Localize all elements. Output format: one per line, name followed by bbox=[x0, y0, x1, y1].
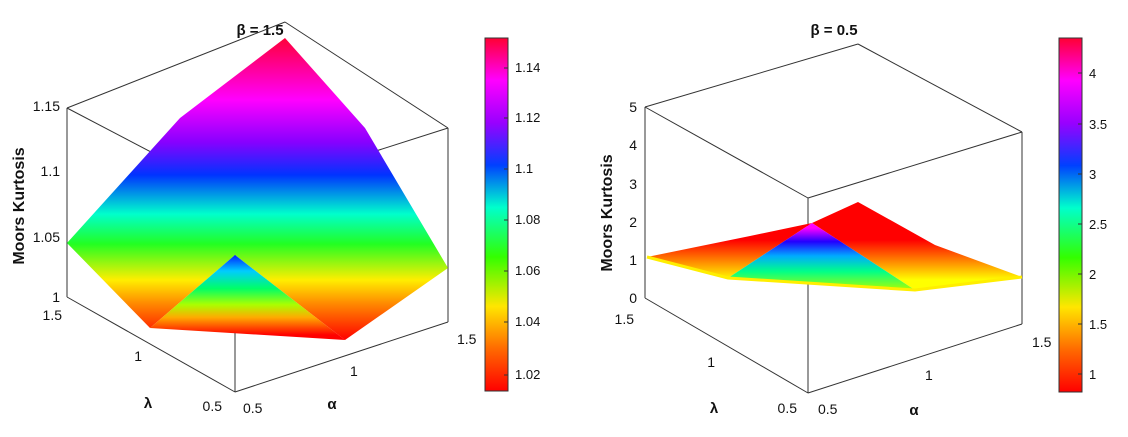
left-plot: β = 1.5 1 1.05 1.1 1.15 Moors Kurtosis bbox=[11, 21, 540, 416]
left-lambda-label: λ bbox=[144, 395, 153, 412]
right-cb-tick-3: 3 bbox=[1089, 167, 1096, 182]
right-zlabel: Moors Kurtosis bbox=[599, 154, 616, 271]
left-z-tick-4: 1.15 bbox=[33, 98, 60, 114]
left-alpha-ticks: 0.5 1 1.5 bbox=[243, 331, 477, 416]
right-z-tick-3: 3 bbox=[629, 176, 637, 192]
right-plot: β = 0.5 0 1 2 3 4 5 M bbox=[599, 22, 1107, 419]
left-cb-tick-1: 1.14 bbox=[515, 60, 540, 75]
left-surface-back bbox=[67, 38, 448, 340]
right-alpha-tick-1: 0.5 bbox=[818, 401, 838, 417]
right-z-tick-5: 5 bbox=[629, 99, 637, 115]
right-z-tick-4: 4 bbox=[629, 137, 637, 153]
right-title: β = 0.5 bbox=[810, 22, 857, 39]
right-lambda-ticks: 1.5 1 0.5 bbox=[615, 311, 798, 416]
left-z-tick-2: 1.05 bbox=[33, 229, 60, 245]
left-colorbar-bar bbox=[484, 37, 509, 392]
right-surface bbox=[646, 202, 1023, 292]
left-alpha-tick-3: 1.5 bbox=[457, 331, 477, 347]
left-colorbar: 1.14 1.12 1.1 1.08 1.06 1.04 1.02 bbox=[484, 37, 540, 392]
right-alpha-tick-3: 1.5 bbox=[1032, 334, 1052, 350]
left-z-tick-3: 1.1 bbox=[41, 163, 61, 179]
right-cb-tick-6: 1.5 bbox=[1089, 317, 1107, 332]
left-z-tick-1: 1 bbox=[52, 289, 60, 305]
left-cb-tick-6: 1.04 bbox=[515, 314, 540, 329]
left-cb-tick-3: 1.1 bbox=[515, 161, 533, 176]
right-surface-right-wing bbox=[812, 202, 1022, 290]
right-alpha-tick-2: 1 bbox=[925, 367, 933, 383]
right-cb-tick-4: 2.5 bbox=[1089, 217, 1107, 232]
right-z-tick-1: 1 bbox=[629, 252, 637, 268]
right-lambda-tick-3: 0.5 bbox=[778, 400, 798, 416]
right-alpha-ticks: 0.5 1 1.5 bbox=[818, 334, 1052, 417]
right-lambda-label: λ bbox=[710, 400, 719, 417]
left-cb-tick-2: 1.12 bbox=[515, 110, 540, 125]
right-surface-edge bbox=[646, 255, 1023, 292]
right-lambda-tick-1: 1.5 bbox=[615, 311, 635, 327]
left-z-ticks: 1 1.05 1.1 1.15 bbox=[33, 98, 60, 305]
right-cb-tick-2: 3.5 bbox=[1089, 117, 1107, 132]
left-alpha-label: α bbox=[327, 396, 337, 413]
left-lambda-tick-2: 1 bbox=[134, 348, 142, 364]
right-alpha-label: α bbox=[909, 402, 919, 419]
left-lambda-tick-1: 1.5 bbox=[43, 307, 63, 323]
left-lambda-tick-3: 0.5 bbox=[203, 398, 223, 414]
left-cb-tick-4: 1.08 bbox=[515, 212, 540, 227]
right-cb-tick-5: 2 bbox=[1089, 267, 1096, 282]
left-alpha-tick-2: 1 bbox=[350, 363, 358, 379]
right-z-tick-2: 2 bbox=[629, 214, 637, 230]
right-surface-center-facet bbox=[728, 223, 915, 290]
right-lambda-tick-2: 1 bbox=[707, 354, 715, 370]
right-colorbar: 4 3.5 3 2.5 2 1.5 1 bbox=[1058, 37, 1107, 393]
right-colorbar-bar bbox=[1058, 37, 1083, 393]
right-surface-left-wing bbox=[647, 223, 812, 278]
left-title: β = 1.5 bbox=[236, 22, 283, 39]
right-cb-tick-1: 4 bbox=[1089, 66, 1096, 81]
left-lambda-ticks: 1.5 1 0.5 bbox=[43, 307, 223, 414]
right-cb-tick-7: 1 bbox=[1089, 367, 1096, 382]
left-cb-tick-5: 1.06 bbox=[515, 263, 540, 278]
right-axis-box bbox=[644, 43, 1023, 394]
left-alpha-tick-1: 0.5 bbox=[243, 400, 263, 416]
left-cb-tick-7: 1.02 bbox=[515, 367, 540, 382]
left-zlabel: Moors Kurtosis bbox=[11, 147, 28, 264]
left-surface-front-facet bbox=[150, 255, 345, 340]
right-z-tick-0: 0 bbox=[629, 290, 637, 306]
right-z-ticks: 0 1 2 3 4 5 bbox=[629, 99, 637, 306]
left-surface bbox=[67, 38, 448, 340]
